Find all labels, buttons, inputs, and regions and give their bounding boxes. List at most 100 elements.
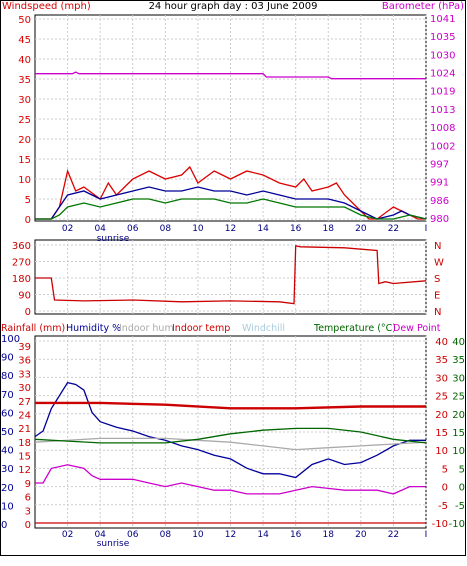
compass-tick-label: E [434, 291, 440, 302]
rainfall-tick-label: 18 [18, 438, 31, 449]
humidity-tick-label: 50 [1, 427, 14, 438]
temperature-tick-label: -5 [455, 501, 465, 512]
barometer-tick-label: 986 [430, 196, 449, 207]
legend-temperature: Temperature (°C) [313, 323, 396, 334]
x-tick-label-bottom: 18 [323, 530, 335, 540]
x-tick-label-bottom: 22 [388, 530, 399, 540]
x-tick-label-top: 20 [355, 224, 367, 234]
wind-tick-label: 30 [18, 95, 31, 106]
humidity-tick-label: 60 [1, 408, 14, 419]
indoor-temp-tick-label: 10 [435, 446, 448, 457]
indoor-temp-tick-label: 20 [435, 410, 448, 421]
x-tick-label-bottom: 08 [160, 530, 172, 540]
indoor-temp-tick-label: -5 [438, 501, 448, 512]
x-tick-label-top: 14 [257, 224, 269, 234]
compass-tick-label: S [434, 274, 440, 285]
legend-indoor-temp: Indoor temp [172, 323, 230, 334]
direction-tick-label: 180 [12, 274, 31, 285]
barometer-axis-title: Barometer (hPa) [382, 1, 464, 12]
barometer-tick-label: 1019 [430, 87, 455, 98]
barometer-tick-label: 991 [430, 178, 449, 189]
barometer-tick-label: 1024 [430, 69, 455, 80]
humidity-tick-label: 30 [1, 464, 14, 475]
x-tick-label-top: I [425, 224, 428, 234]
humidity-tick-label: 90 [1, 353, 14, 364]
temperature-tick-label: 5 [459, 464, 465, 475]
x-tick-label-bottom: 16 [290, 530, 302, 540]
rainfall-tick-label: 15 [18, 452, 31, 463]
indoor-temp-tick-label: 40 [435, 337, 448, 348]
barometer-tick-label: 1002 [430, 141, 455, 152]
indoor-temp-tick-label: 35 [435, 355, 448, 366]
indoor-temp-tick-label: 0 [442, 483, 448, 494]
legend-humidity: Humidity % [66, 323, 121, 334]
direction-tick-label: 0 [25, 307, 31, 318]
rainfall-tick-label: 30 [18, 383, 31, 394]
x-tick-label-top: 18 [323, 224, 335, 234]
compass-tick-label: N [434, 307, 441, 318]
indoor-temp-tick-label: 25 [435, 392, 448, 403]
wind-tick-label: 15 [18, 155, 31, 166]
direction-tick-label: 270 [12, 258, 31, 269]
temperature-tick-label: 35 [452, 355, 465, 366]
x-tick-label-bottom: 02 [62, 530, 73, 540]
indoor-temp-tick-label: 15 [435, 428, 448, 439]
rainfall-tick-label: 27 [18, 397, 31, 408]
legend-windchill: Windchill [242, 323, 285, 334]
chart-title: 24 hour graph day : 03 June 2009 [149, 1, 318, 12]
x-tick-label-top: 06 [127, 224, 139, 234]
barometer-tick-label: 1013 [430, 105, 455, 116]
rainfall-tick-label: 0 [25, 520, 31, 531]
legend-indoor-hum: Indoor hum [119, 323, 174, 334]
temperature-tick-label: 10 [452, 446, 465, 457]
barometer-tick-label: 1035 [430, 32, 455, 43]
compass-tick-label: N [434, 241, 441, 252]
temperature-tick-label: 15 [452, 428, 465, 439]
x-tick-label-bottom: 12 [225, 530, 236, 540]
rainfall-tick-label: 33 [18, 369, 31, 380]
wind-tick-label: 20 [18, 135, 31, 146]
x-tick-label-bottom: I [425, 530, 428, 540]
humidity-tick-label: 100 [1, 334, 20, 345]
direction-tick-label: 90 [18, 291, 31, 302]
x-tick-label-top: 12 [225, 224, 236, 234]
rainfall-tick-label: 9 [25, 479, 31, 490]
sunrise-label-top: sunrise [97, 234, 130, 244]
wind-tick-label: 40 [18, 55, 31, 66]
barometer-tick-label: 980 [430, 214, 449, 225]
x-tick-label-top: 22 [388, 224, 399, 234]
rainfall-tick-label: 24 [18, 410, 31, 421]
temperature-tick-label: 30 [452, 373, 465, 384]
wind-tick-label: 35 [18, 75, 31, 86]
humidity-tick-label: 0 [1, 520, 7, 531]
temperature-tick-label: 40 [452, 337, 465, 348]
x-tick-label-top: 04 [94, 224, 106, 234]
x-tick-label-top: 10 [192, 224, 204, 234]
x-tick-label-bottom: 14 [257, 530, 269, 540]
indoor-temp-tick-label: 30 [435, 373, 448, 384]
temperature-tick-label: 0 [459, 483, 465, 494]
x-tick-label-top: 08 [160, 224, 172, 234]
humidity-tick-label: 10 [1, 501, 14, 512]
wind-tick-label: 45 [18, 35, 31, 46]
barometer-tick-label: 1008 [430, 123, 455, 134]
rainfall-tick-label: 3 [25, 506, 31, 517]
wind-tick-label: 10 [18, 175, 31, 186]
legend-dewpoint: Dew Point [393, 323, 441, 334]
wind-tick-label: 50 [18, 15, 31, 26]
rainfall-tick-label: 36 [18, 356, 31, 367]
rainfall-tick-label: 39 [18, 342, 31, 353]
sunrise-label-bottom: sunrise [97, 539, 130, 549]
x-tick-label-bottom: 20 [355, 530, 367, 540]
humidity-tick-label: 20 [1, 483, 14, 494]
legend-rainfall: Rainfall (mm) [1, 323, 65, 334]
compass-tick-label: W [434, 258, 444, 269]
rainfall-tick-label: 21 [18, 424, 31, 435]
temperature-tick-label: 25 [452, 392, 465, 403]
indoor-temp-tick-label: -10 [432, 519, 448, 530]
temperature-tick-label: -10 [449, 519, 465, 530]
x-tick-label-top: 16 [290, 224, 302, 234]
barometer-tick-label: 1041 [430, 14, 455, 25]
barometer-tick-label: 1030 [430, 50, 455, 61]
